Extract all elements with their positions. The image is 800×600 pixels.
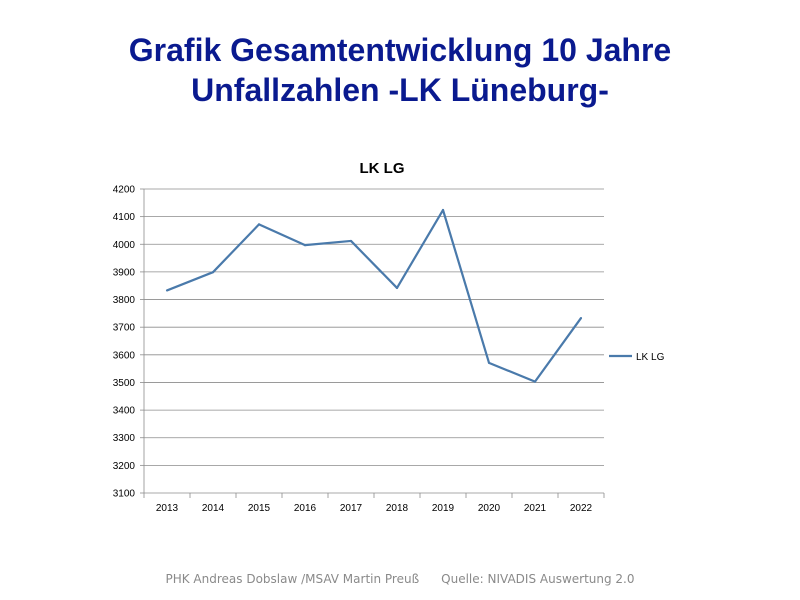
x-tick-label: 2017 [340, 503, 363, 514]
data-point-2019 [441, 208, 445, 212]
line-chart: LK LG 4200 4100 4000 3900 3800 3700 3600 3500 34… [113, 160, 665, 514]
slide-title-line-2: Unfallzahlen -LK Lüneburg- [191, 72, 609, 108]
x-tick-label: 2018 [386, 503, 409, 514]
x-tick-label: 2014 [202, 503, 225, 514]
data-point-2013 [165, 289, 169, 292]
grid-lines [140, 188, 604, 494]
x-tick-label: 2021 [524, 503, 547, 514]
x-tick-label: 2013 [156, 503, 179, 514]
y-tick-label: 3900 [113, 267, 136, 278]
data-point-2017 [349, 239, 353, 243]
y-tick-label: 3700 [113, 323, 136, 334]
x-axis-tick-labels: 2013 2014 2015 2016 2017 2018 2019 2020 2021 2022 [156, 503, 593, 514]
data-point-2015 [257, 223, 261, 226]
y-tick-label: 3400 [113, 406, 136, 417]
chart-title: LK LG [360, 160, 405, 177]
legend-label: LK LG [636, 352, 665, 363]
data-point-2018 [395, 286, 399, 290]
data-point-2021 [533, 380, 537, 383]
y-tick-label: 4100 [113, 212, 136, 223]
y-tick-label: 3300 [113, 433, 136, 444]
slide-title-line-1: Grafik Gesamtentwicklung 10 Jahre [128, 32, 672, 68]
y-tick-label: 3800 [113, 295, 136, 306]
slide-title: Grafik Gesamtentwicklung 10 Jahre Unfall… [0, 30, 800, 110]
legend: LK LG [609, 352, 665, 363]
series-line-lk-lg [166, 208, 582, 383]
x-tick-label: 2019 [432, 503, 455, 514]
data-point-2020 [487, 361, 491, 364]
data-point-2014 [211, 271, 215, 274]
y-tick-label: 3600 [113, 350, 136, 361]
y-tick-label: 3500 [113, 378, 136, 389]
y-tick-label: 4000 [113, 240, 136, 251]
x-tick-label: 2015 [248, 503, 271, 514]
footer: PHK Andreas Dobslaw /MSAV Martin Preuß Qu… [0, 572, 800, 586]
y-axis-tick-labels: 4200 4100 4000 3900 3800 3700 3600 3500 3400 3300… [113, 185, 136, 500]
axes [143, 189, 605, 498]
data-point-2022 [579, 316, 583, 320]
y-tick-label: 3100 [113, 489, 136, 500]
y-tick-label: 3200 [113, 461, 136, 472]
x-tick-label: 2022 [570, 503, 593, 514]
x-tick-label: 2020 [478, 503, 501, 514]
footer-source: Quelle: NIVADIS Auswertung 2.0 [441, 572, 635, 586]
y-tick-label: 4200 [113, 185, 136, 196]
series-lk-lg [165, 208, 583, 383]
footer-author: PHK Andreas Dobslaw /MSAV Martin Preuß [165, 572, 420, 586]
x-tick-label: 2016 [294, 503, 317, 514]
data-point-2016 [303, 244, 307, 247]
